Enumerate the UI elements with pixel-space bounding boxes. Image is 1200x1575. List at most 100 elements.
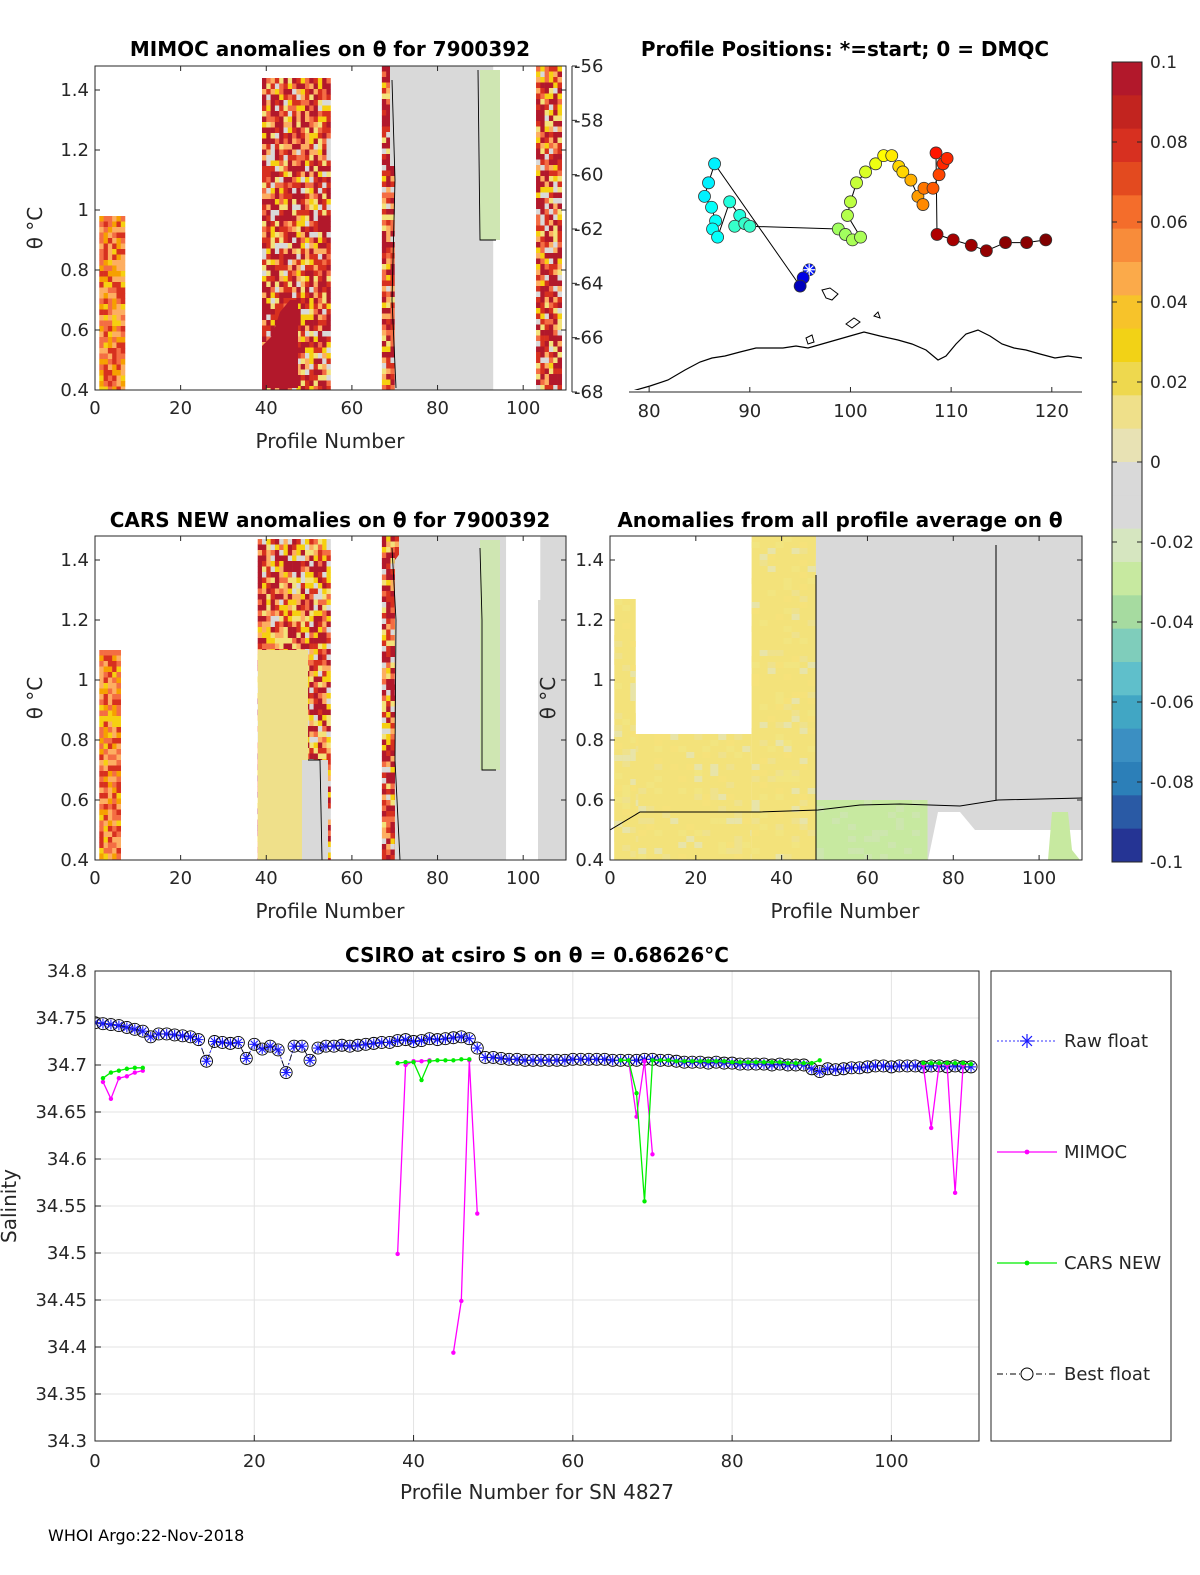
best-float-point [861, 1060, 874, 1074]
heat-cell [270, 215, 276, 222]
colorbar-swatch [1112, 695, 1142, 730]
heat-cell [313, 287, 319, 293]
heat-cell [283, 171, 289, 178]
heat-cell [287, 588, 293, 595]
heat-cell [292, 155, 297, 161]
heat-cell [536, 225, 541, 232]
colorbar-swatches [1112, 62, 1142, 863]
heat-cell [799, 656, 808, 662]
heat-cell [386, 800, 391, 806]
heat-cell [292, 204, 297, 211]
heat-cell [274, 138, 280, 145]
heat-cell [292, 550, 297, 556]
positions-ticks: 80 90 100 110 120-56-58-60-62-64-66-68 [572, 56, 1069, 422]
heat-cell [270, 248, 276, 255]
heat-cell [296, 298, 301, 304]
heat-cell [775, 794, 784, 800]
heat-cell [292, 210, 297, 216]
heat-cell [791, 842, 800, 848]
heat-cell [270, 116, 276, 123]
heat-cell [326, 188, 331, 194]
heat-cell [548, 82, 554, 89]
best-float-point [558, 1053, 572, 1067]
heat-cell [317, 594, 323, 600]
heat-cell [262, 555, 267, 562]
y-tick-label: -68 [574, 382, 603, 403]
heat-cell [296, 226, 301, 233]
heat-cell [274, 210, 280, 216]
heat-cell [614, 641, 623, 647]
heat-cell [274, 627, 280, 633]
heat-cell [292, 78, 297, 84]
heat-cell [381, 541, 387, 548]
heat-cell [300, 599, 306, 606]
heat-cell [775, 698, 784, 704]
heat-cell [326, 155, 331, 161]
heat-cell [304, 199, 310, 205]
heat-cell [759, 656, 768, 662]
profile-point [904, 173, 918, 187]
heat-cell [386, 558, 391, 564]
heat-cell [309, 353, 314, 359]
heat-cell [767, 650, 776, 656]
heat-cell [296, 259, 301, 266]
heat-cell [262, 577, 267, 584]
heat-cell [116, 364, 122, 371]
heat-cell [548, 88, 554, 94]
heat-cell [309, 671, 314, 677]
heat-cell [381, 662, 387, 669]
heat-cell [544, 187, 550, 193]
heat-cell [103, 809, 109, 816]
heat-cell [274, 550, 280, 556]
heat-cell [322, 237, 327, 244]
heat-cell [266, 583, 271, 589]
heat-cell [322, 566, 327, 573]
heat-cell [296, 111, 301, 117]
heat-cell [694, 842, 703, 848]
heat-cell [557, 220, 563, 226]
heat-cell [622, 623, 631, 629]
heat-cell [103, 331, 109, 338]
salinity-xlabel: Profile Number for SN 4827 [400, 1480, 674, 1504]
heat-cell [270, 127, 276, 134]
heat-cell [296, 303, 301, 310]
heat-cell [540, 181, 545, 188]
heat-cell [807, 716, 816, 722]
heat-cell [99, 787, 104, 794]
cars-point [682, 1059, 687, 1064]
heat-cell [381, 143, 387, 149]
heat-cell [274, 105, 280, 112]
heat-cell [304, 122, 310, 128]
heat-cell [270, 177, 276, 183]
heat-cell [326, 830, 331, 837]
heat-cell [544, 170, 550, 177]
heat-cell [381, 717, 387, 724]
heat-cell [540, 231, 545, 237]
heat-cell [279, 204, 284, 211]
heat-cell [622, 797, 631, 803]
heat-cell [381, 214, 387, 221]
profile-point [946, 233, 960, 247]
heat-cell [257, 643, 263, 650]
colorbar-swatch [1112, 295, 1142, 330]
heat-cell [107, 375, 113, 382]
heat-cell [536, 280, 541, 287]
heat-cell [381, 684, 387, 691]
heat-cell [296, 309, 301, 315]
heat-cell [300, 638, 306, 644]
heat-cell [317, 572, 323, 578]
heat-cell [553, 77, 558, 83]
heat-cell [120, 271, 126, 277]
heat-cell [381, 728, 387, 735]
profile-point [869, 157, 883, 171]
mimoc-line [452, 1060, 478, 1353]
heat-cell [386, 706, 391, 713]
heat-cell [326, 100, 331, 106]
heat-cell [304, 237, 310, 244]
heat-cell [759, 620, 768, 626]
heat-cell [309, 204, 314, 211]
heat-cell [107, 359, 113, 365]
heat-cell [540, 269, 545, 276]
heat-cell [799, 638, 808, 644]
heat-cell [326, 649, 331, 655]
